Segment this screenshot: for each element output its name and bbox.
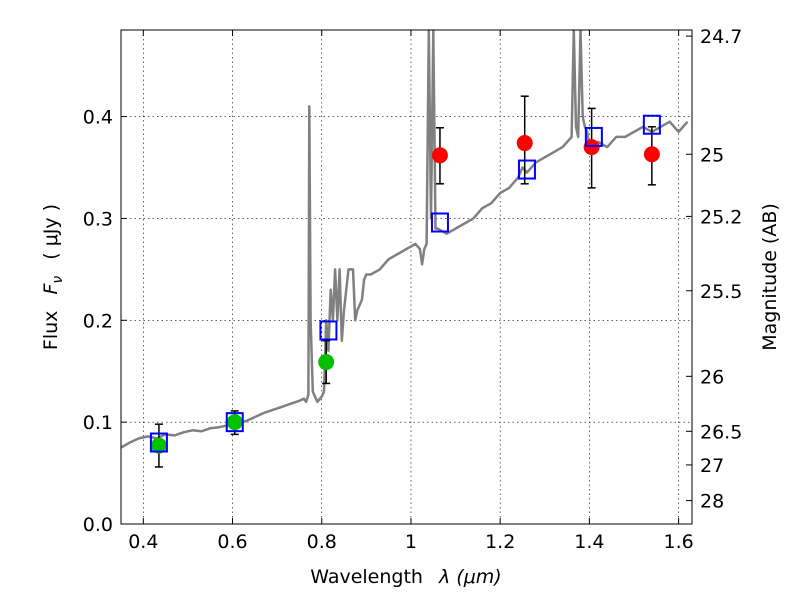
data-point	[318, 354, 335, 371]
y2-tick-label: 25	[700, 144, 724, 166]
y-axis-label-subscript: ν	[50, 276, 66, 284]
x-axis-label-text: Wavelength	[310, 566, 423, 588]
data-point	[150, 437, 167, 454]
x-tick-label: 1.2	[485, 531, 515, 553]
y-tick-label: 0.1	[83, 412, 113, 434]
y-tick-label: 0.4	[83, 107, 113, 129]
y2-tick-label: 26	[700, 366, 724, 388]
x-tick-label: 0.6	[217, 531, 247, 553]
y-axis-label-text: Flux	[40, 311, 62, 351]
y-tick-label: 0.0	[83, 514, 113, 536]
y2-tick-label: 28	[700, 491, 724, 513]
data-point	[431, 147, 448, 164]
y2-tick-label: 26.5	[700, 421, 742, 443]
x-tick-label: 1.4	[574, 531, 604, 553]
spectrum-line	[121, 30, 689, 449]
x-axis-label: Wavelength λ (μm)	[310, 566, 501, 588]
x-tick-label: 0.4	[128, 531, 158, 553]
plot-background	[121, 30, 692, 524]
plot-frame	[120, 29, 693, 525]
y2-tick-label: 25.2	[700, 206, 742, 228]
model-square	[225, 412, 244, 433]
series-layer	[121, 30, 689, 468]
model-square	[517, 159, 536, 180]
model-square	[149, 432, 168, 453]
x-tick-label: 1	[405, 531, 417, 553]
model-square	[642, 114, 661, 135]
y-axis-label: Flux Fν ( μJy )	[40, 204, 67, 350]
model-square	[584, 126, 603, 147]
model-square	[430, 212, 449, 233]
y-axis-label-unit: ( μJy )	[40, 204, 62, 260]
y2-tick-label: 24.7	[700, 26, 742, 48]
y2-tick-label: 25.5	[700, 281, 742, 303]
y-tick-label: 0.3	[83, 208, 113, 230]
y2-axis-label: Magnitude (AB)	[759, 203, 781, 351]
data-point	[583, 139, 600, 156]
data-point	[516, 135, 533, 152]
data-point	[643, 146, 660, 163]
ticks: 0.4 0.6 0.8 1 1.2 1.4 1.6 0.0 0.1 0.2 0.3 0.4 24.7 25…	[83, 26, 743, 553]
data-point	[226, 414, 243, 431]
y-axis-label-symbol: F	[40, 283, 62, 295]
x-tick-label: 0.8	[307, 531, 337, 553]
y-tick-label: 0.2	[83, 310, 113, 332]
x-axis-label-unit: λ (μm)	[438, 566, 502, 588]
y2-tick-label: 27	[700, 455, 724, 477]
model-square	[319, 320, 338, 341]
x-tick-label: 1.6	[664, 531, 694, 553]
